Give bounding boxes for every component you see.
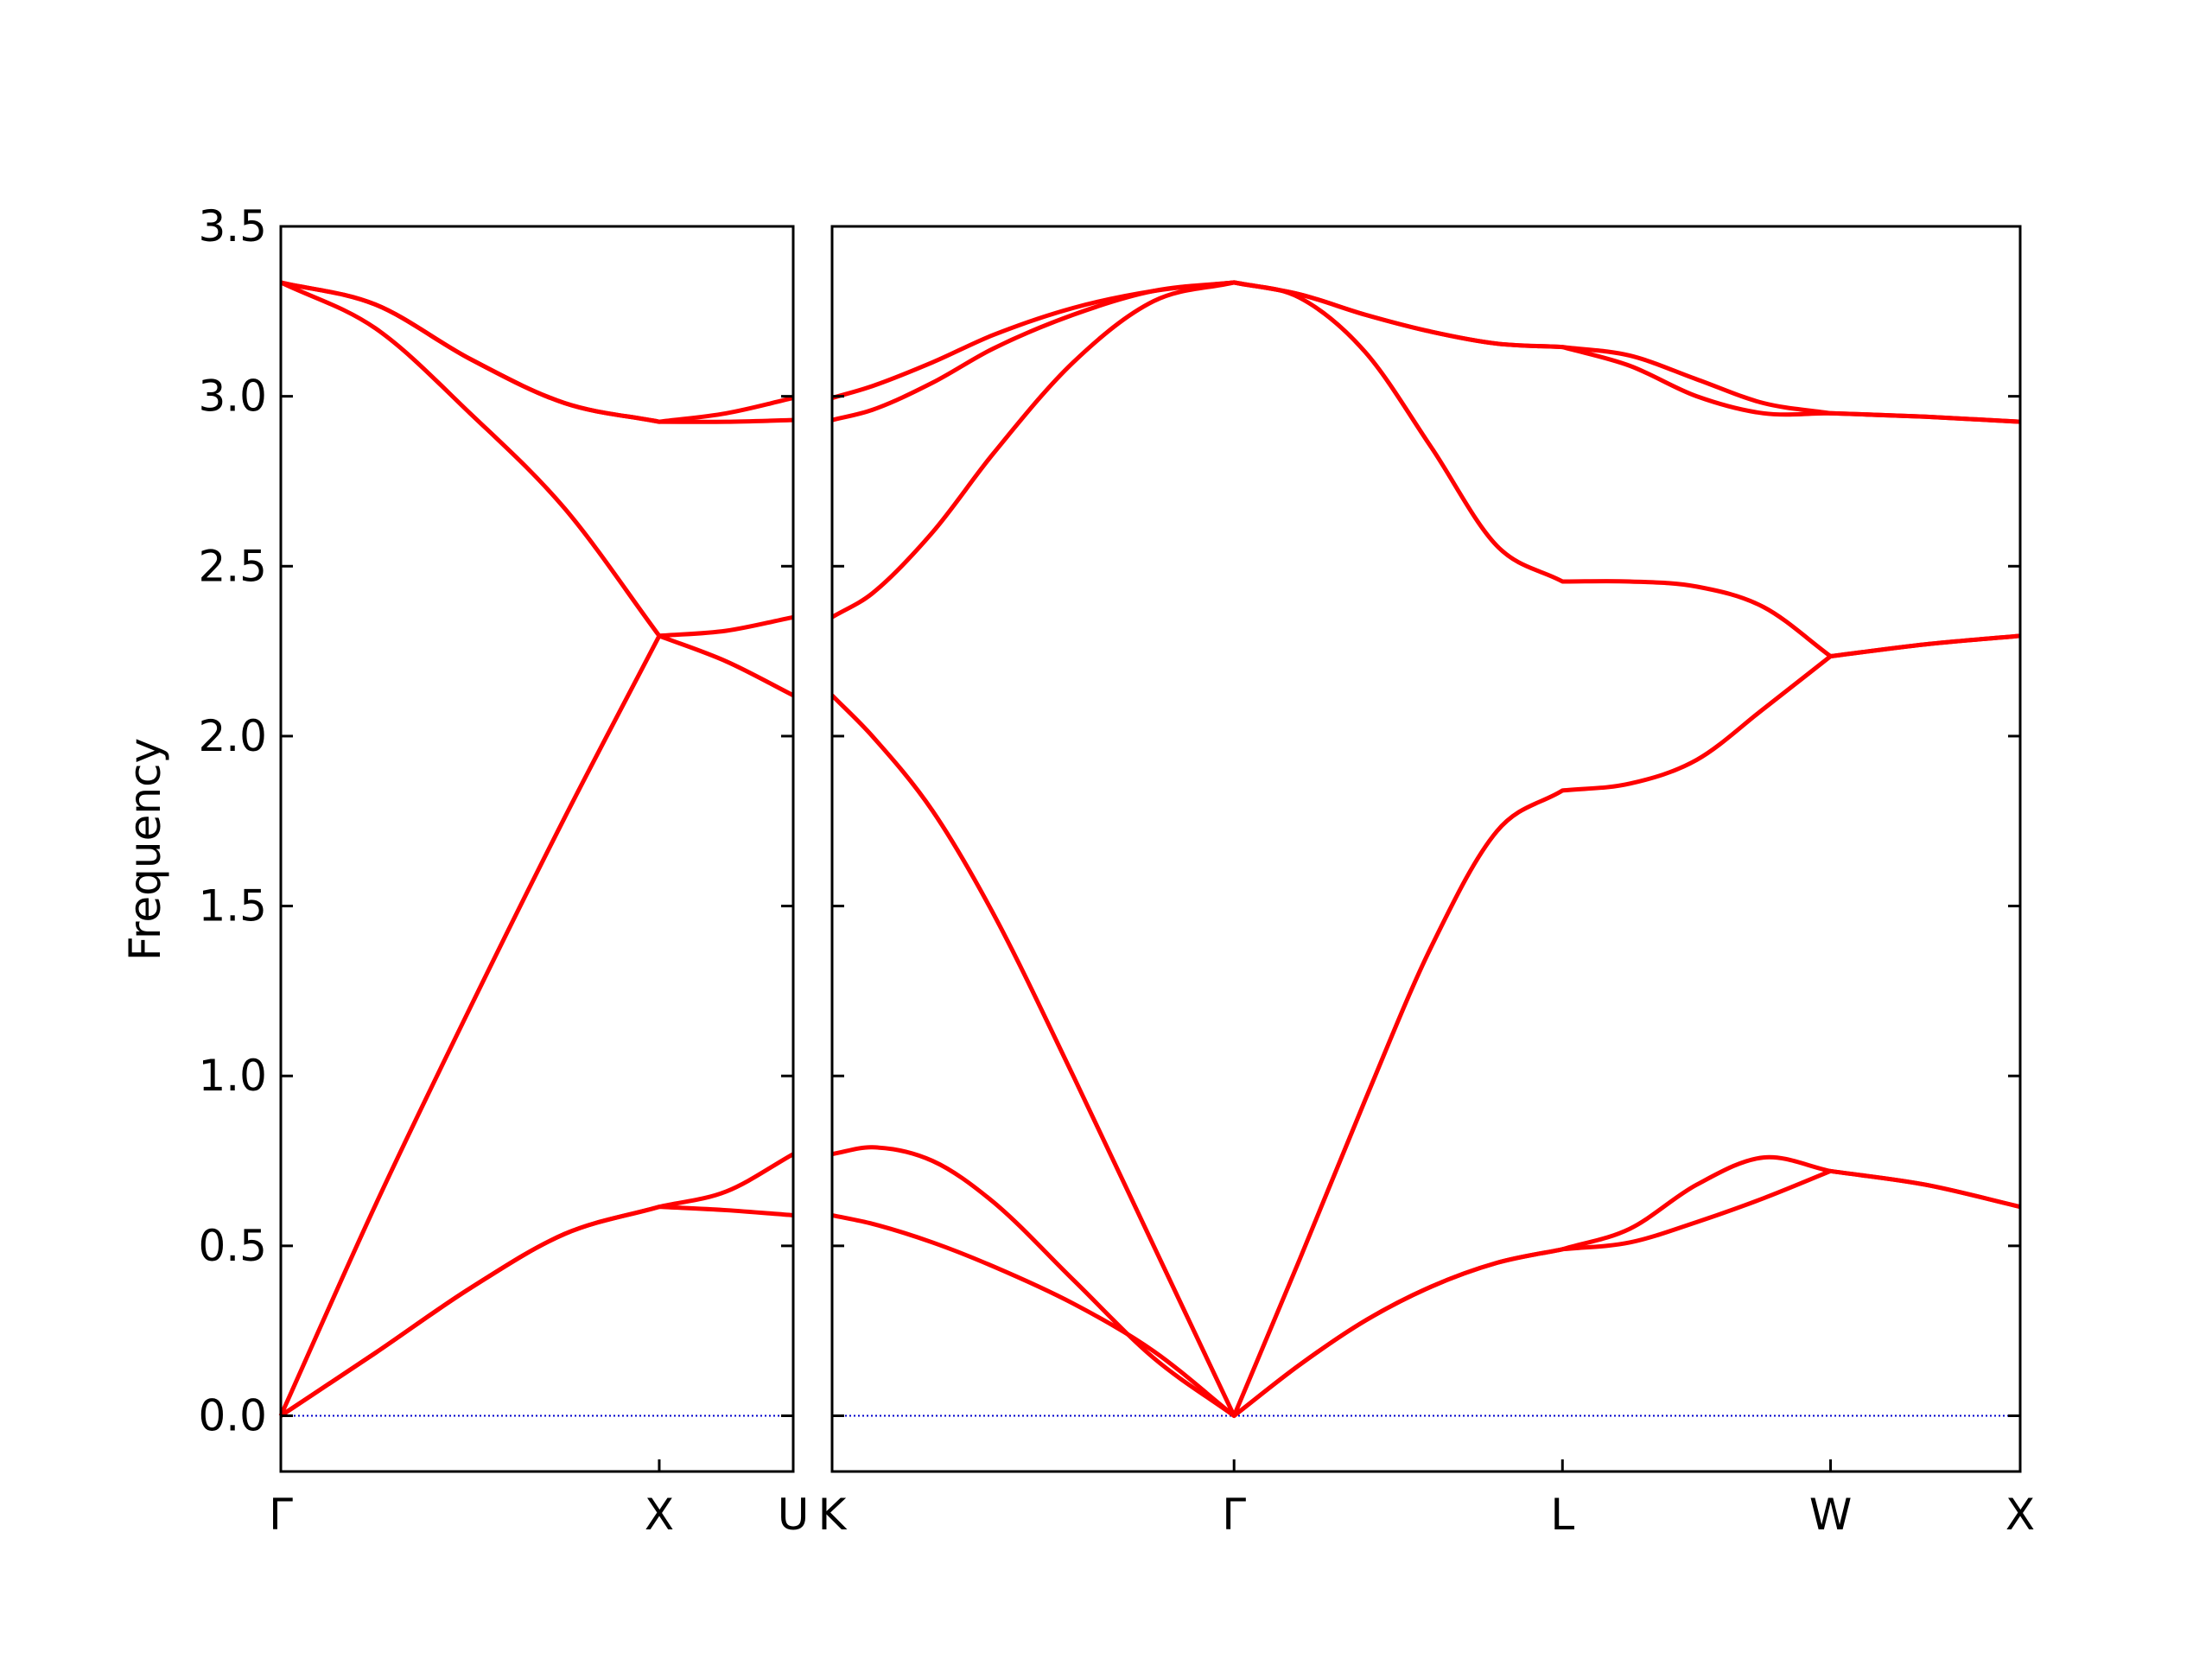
y-tick-label: 3.5 [198,201,267,251]
band-line [831,280,2021,424]
band-line [830,633,2021,1418]
plot-frame [279,225,795,1473]
plot-frame [830,225,2022,1473]
y-tick-label: 1.5 [198,881,267,931]
y-tick-label: 0.0 [198,1391,267,1441]
y-tick-label: 2.0 [198,711,267,761]
band-line [830,280,2021,659]
x-tick-label: X [2005,1490,2035,1540]
band-line [279,1152,795,1418]
band-line [278,633,795,1417]
y-tick-label: 1.0 [198,1051,267,1101]
band-line [831,1168,2021,1418]
band-line [831,1145,2021,1418]
y-tick-label: 2.5 [198,541,267,591]
x-tick-label: K [818,1490,848,1540]
x-tick-label: X [645,1490,674,1540]
band-line [280,280,794,424]
band-line [279,1205,794,1418]
x-tick-label: Γ [1222,1490,1246,1540]
x-tick-label: W [1809,1490,1852,1540]
y-axis-label: Frequency [120,738,170,961]
y-tick-label: 3.0 [198,372,267,422]
x-tick-label: L [1550,1490,1574,1540]
x-tick-label: U [778,1490,810,1540]
y-tick-label: 0.5 [198,1221,267,1271]
band-line [279,280,794,639]
x-tick-label: Γ [269,1490,293,1540]
band-line [831,280,2021,424]
band-line [280,280,794,424]
